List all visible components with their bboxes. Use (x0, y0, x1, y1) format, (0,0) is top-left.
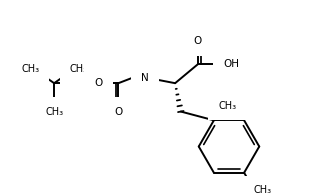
Text: CH₃: CH₃ (21, 64, 40, 74)
Text: N: N (141, 74, 149, 83)
Text: CH₃: CH₃ (218, 100, 236, 111)
Text: CH₃: CH₃ (45, 107, 63, 117)
Text: CH₃: CH₃ (253, 185, 271, 194)
Text: O: O (114, 107, 123, 118)
Text: O: O (194, 36, 202, 46)
Text: H: H (144, 66, 150, 75)
Text: O: O (94, 78, 103, 88)
Text: CH₃: CH₃ (70, 64, 88, 74)
Text: OH: OH (224, 59, 240, 69)
